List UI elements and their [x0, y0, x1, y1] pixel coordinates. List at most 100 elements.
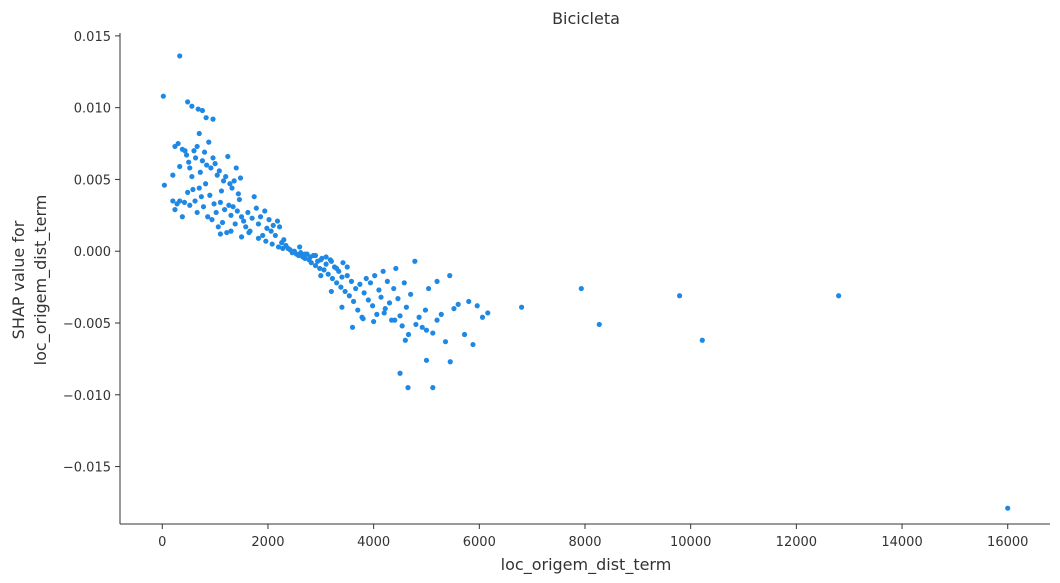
scatter-point — [312, 262, 319, 269]
scatter-point — [298, 250, 304, 256]
scatter-point — [384, 278, 390, 284]
scatter-point — [339, 304, 345, 310]
y-tick-label: −0.005 — [63, 317, 111, 332]
scatter-point — [451, 306, 457, 312]
scatter-point — [227, 181, 233, 187]
scatter-point — [371, 318, 377, 325]
scatter-point — [272, 232, 278, 239]
scatter-point — [297, 244, 303, 250]
scatter-point — [395, 295, 401, 302]
y-axis-title-line-1: SHAP value for — [9, 220, 28, 339]
scatter-point — [203, 115, 209, 121]
scatter-point — [209, 217, 215, 223]
scatter-point — [208, 165, 214, 171]
scatter-point — [270, 222, 276, 228]
scatter-point — [255, 235, 262, 241]
scatter-point — [228, 212, 234, 218]
x-tick-label: 10000 — [670, 535, 711, 550]
y-ticks: 0.015 0.010 0.005 0.000 −0.005 −0.010 −0.015 — [63, 30, 120, 476]
axes — [119, 33, 1050, 525]
scatter-point — [201, 149, 208, 155]
scatter-point — [172, 206, 178, 213]
scatter-point — [397, 370, 403, 376]
scatter-point — [405, 331, 412, 338]
scatter-point — [207, 192, 213, 198]
scatter-point — [323, 261, 329, 267]
scatter-point — [328, 258, 334, 264]
scatter-point — [269, 241, 275, 247]
scatter-point — [200, 204, 207, 210]
scatter-point — [350, 298, 357, 305]
y-tick-label: −0.015 — [63, 461, 111, 476]
scatter-point — [430, 330, 436, 336]
scatter-point — [408, 291, 414, 297]
scatter-point — [213, 209, 219, 216]
scatter-point — [360, 316, 366, 322]
scatter-point — [170, 172, 176, 178]
scatter-point — [318, 257, 324, 263]
scatter-point — [361, 290, 367, 296]
scatter-point — [328, 288, 334, 295]
scatter-point — [206, 139, 212, 145]
scatter-point — [391, 285, 397, 292]
scatter-point — [185, 99, 191, 105]
scatter-point — [229, 185, 235, 191]
scatter-point — [479, 314, 486, 320]
scatter-point — [251, 194, 257, 200]
scatter-point — [194, 209, 200, 216]
scatter-point — [363, 275, 369, 282]
scatter-point — [231, 178, 237, 184]
scatter-point — [312, 252, 319, 259]
scatter-point — [237, 175, 244, 181]
scatter-point — [393, 265, 399, 272]
scatter-point — [447, 273, 453, 279]
scatter-point — [342, 288, 348, 295]
scatter-point — [245, 209, 251, 216]
scatter-point — [357, 281, 363, 287]
scatter-point — [232, 221, 238, 227]
scatter-point — [355, 307, 361, 313]
scatter-point — [234, 208, 240, 214]
y-tick-label: −0.010 — [63, 389, 111, 404]
scatter-point — [416, 314, 422, 320]
scatter-point — [275, 244, 282, 250]
scatter-point — [302, 251, 308, 257]
scatter-point — [183, 152, 190, 158]
scatter-point — [189, 103, 195, 109]
scatter-point — [186, 159, 192, 165]
scatter-point — [185, 189, 191, 195]
scatter-point — [596, 321, 602, 328]
scatter-point — [346, 293, 352, 299]
scatter-point — [699, 337, 705, 343]
scatter-point — [378, 294, 384, 300]
scatter-point — [249, 215, 255, 221]
x-tick-label: 14000 — [881, 535, 922, 550]
scatter-point — [376, 287, 382, 293]
y-tick-label: 0.010 — [74, 102, 111, 117]
scatter-point — [225, 153, 231, 160]
scatter-point — [218, 188, 225, 194]
scatter-point — [412, 258, 418, 264]
scatter-point — [334, 265, 340, 272]
scatter-point — [318, 273, 324, 279]
scatter-point — [268, 228, 274, 234]
scatter-point — [485, 310, 491, 316]
scatter-point — [161, 182, 167, 188]
scatter-point — [401, 280, 407, 286]
scatter-point — [263, 238, 269, 244]
scatter-point — [374, 311, 380, 317]
x-tick-label: 6000 — [463, 535, 496, 550]
scatter-point — [260, 232, 266, 239]
scatter-point — [170, 198, 176, 204]
scatter-point — [210, 155, 216, 161]
scatter-point — [187, 165, 193, 171]
scatter-point — [382, 306, 388, 312]
scatter-point — [274, 218, 281, 224]
scatter-point — [199, 107, 206, 114]
y-axis-title: SHAP value for — [9, 220, 28, 339]
scatter-point — [230, 204, 236, 210]
scatter-point — [1005, 505, 1011, 511]
scatter-point — [189, 173, 195, 180]
scatter-point — [219, 219, 226, 226]
scatter-point — [228, 228, 234, 234]
